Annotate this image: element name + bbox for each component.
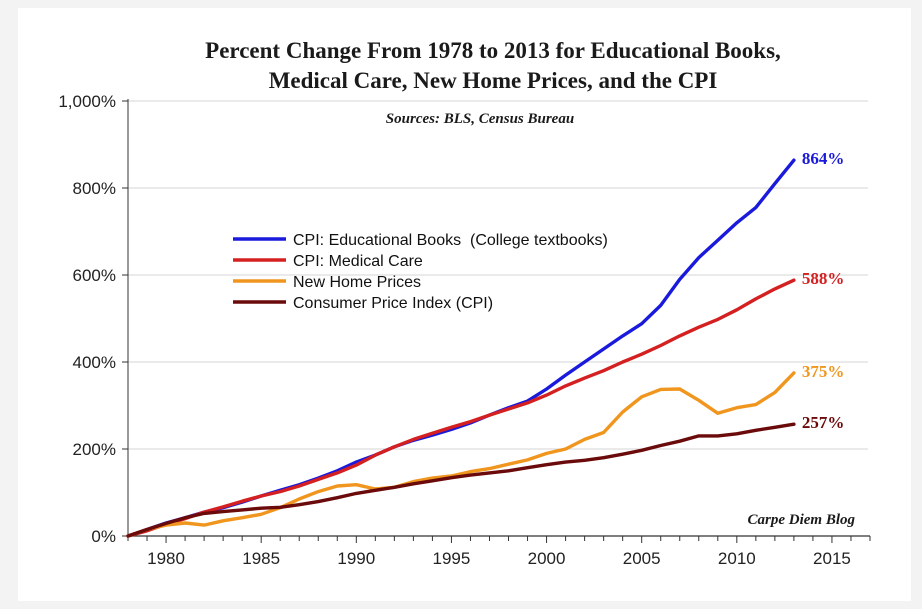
series-line-2 (126, 371, 796, 538)
x-tick-label: 2010 (718, 549, 756, 568)
chart-subtitle: Sources: BLS, Census Bureau (386, 111, 574, 127)
gridlines (128, 100, 868, 450)
chart-panel (18, 8, 911, 601)
y-tick-label: 400% (73, 353, 116, 372)
chart-credit: Carpe Diem Blog (748, 512, 856, 528)
legend-label: Consumer Price Index (CPI) (293, 295, 493, 312)
y-tick-label: 0% (91, 527, 116, 546)
axes: 0% 200% 400% 600% 800% 1,000% 1980 1985 1990 1995… (58, 92, 871, 568)
series-end-label: 257% (802, 413, 845, 432)
x-tick-label: 1980 (147, 549, 185, 568)
y-tick-label: 600% (73, 266, 116, 285)
y-tick-label: 200% (73, 440, 116, 459)
x-tick-label: 2000 (528, 549, 566, 568)
series-lines (126, 158, 796, 538)
x-tick-label: 1985 (242, 549, 280, 568)
chart-title-line-1: Percent Change From 1978 to 2013 for Edu… (205, 38, 781, 63)
series-end-label: 588% (802, 269, 845, 288)
series-line-3 (126, 422, 796, 538)
legend-label: CPI: Educational Books (College textbook… (293, 232, 608, 249)
x-tick-label: 2005 (623, 549, 661, 568)
x-tick-label: 2015 (813, 549, 851, 568)
end-labels: 864% 588% 375% 257% (802, 149, 845, 432)
series-end-label: 864% (802, 149, 845, 168)
series-line-1 (126, 278, 796, 538)
legend-label: CPI: Medical Care (293, 253, 423, 270)
legend: CPI: Educational Books (College textbook… (233, 232, 608, 312)
chart-title-line-2: Medical Care, New Home Prices, and the C… (269, 68, 718, 93)
y-tick-label: 1,000% (58, 92, 116, 111)
x-tick-label: 1995 (433, 549, 471, 568)
y-tick-label: 800% (73, 179, 116, 198)
x-tick-label: 1990 (337, 549, 375, 568)
legend-label: New Home Prices (293, 274, 421, 291)
series-end-label: 375% (802, 362, 845, 381)
